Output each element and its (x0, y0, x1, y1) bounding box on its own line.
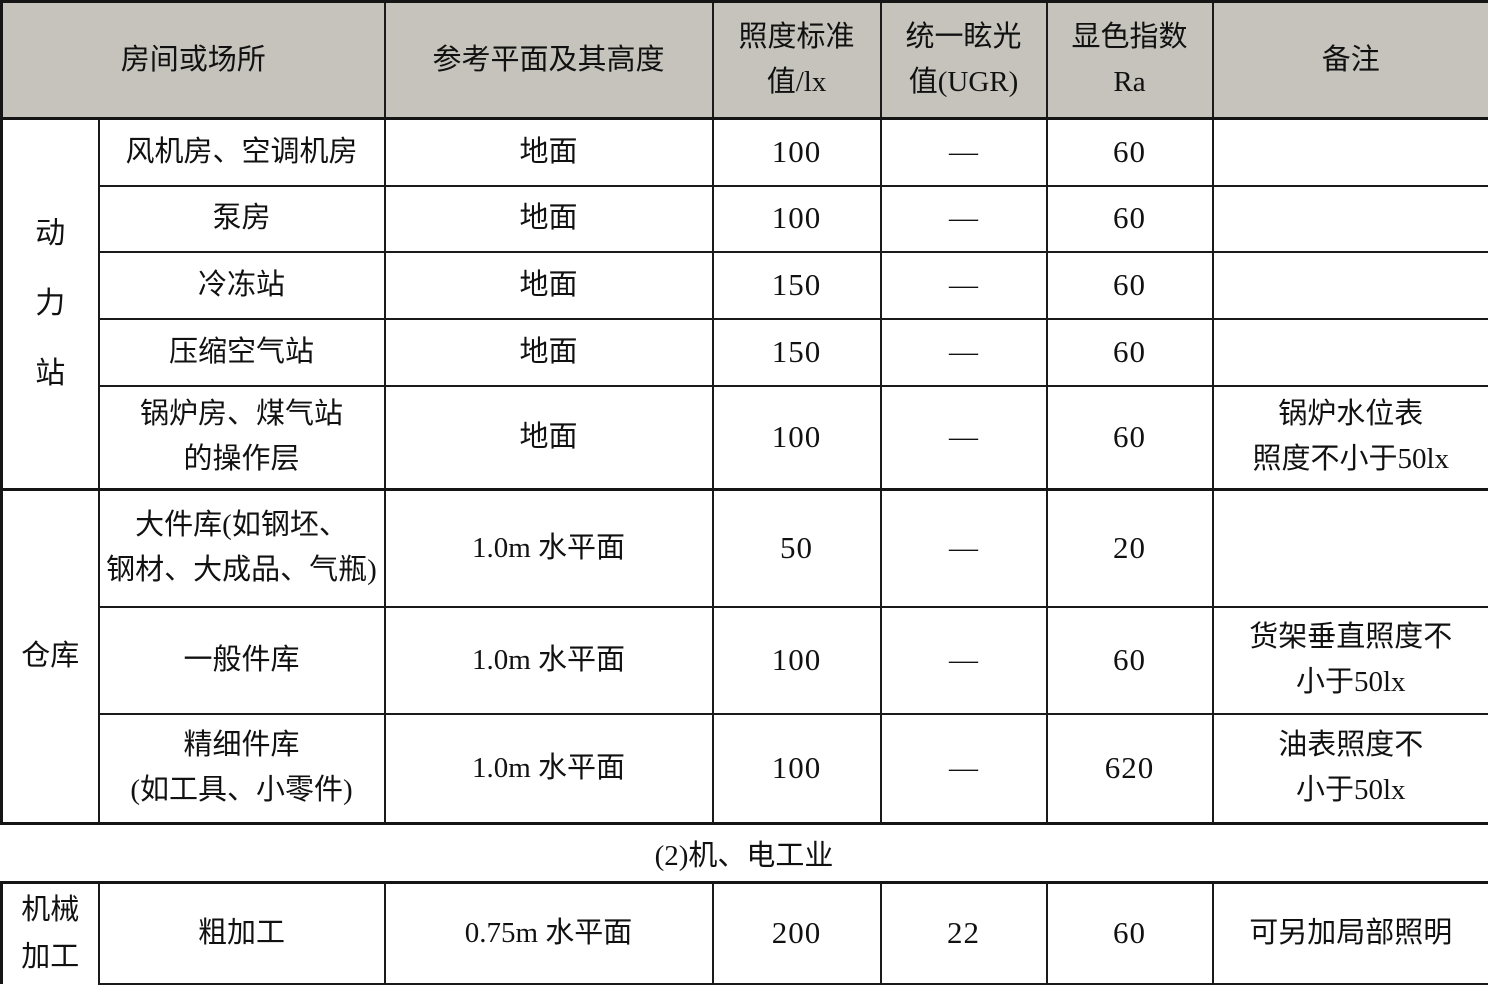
cell-room: 冷冻站 (97, 250, 386, 320)
cell-ugr: — (879, 250, 1048, 320)
cell-remark (1211, 250, 1488, 320)
cell-ugr: — (879, 184, 1048, 253)
cell-lx: 150 (711, 317, 882, 387)
cell-remark: 锅炉水位表 照度不小于50lx (1211, 384, 1488, 491)
group-label-power-station: 动 力 站 (0, 117, 100, 491)
cell-ugr: — (879, 712, 1048, 825)
cell-ra: 20 (1045, 488, 1214, 608)
header-plane: 参考平面及其高度 (383, 0, 714, 120)
table-row: 泵房 地面 100 — 60 (2, 184, 1488, 253)
cell-ra: 60 (1045, 117, 1214, 187)
cell-plane: 地面 (383, 184, 714, 253)
cell-lx: 100 (711, 384, 882, 491)
cell-lx: 100 (711, 605, 882, 715)
cell-plane: 1.0m 水平面 (383, 712, 714, 825)
cell-plane: 1.0m 水平面 (383, 488, 714, 608)
cell-remark (1211, 184, 1488, 253)
group-label-machining: 机械 加工 (0, 881, 100, 984)
cell-ugr: — (879, 117, 1048, 187)
cell-lx: 50 (711, 488, 882, 608)
table-row: 仓库 大件库(如钢坯、 钢材、大成品、气瓶) 1.0m 水平面 50 — 20 (0, 488, 1488, 825)
cell-ra: 60 (1045, 881, 1214, 985)
cell-remark: 可另加局部照明 (1211, 881, 1488, 985)
table-row: 冷冻站 地面 150 — 60 (2, 250, 1488, 320)
lighting-standards-table: 房间或场所 参考平面及其高度 照度标准 值/lx 统一眩光 值(UGR) 显色指… (0, 0, 1488, 825)
cell-room: 锅炉房、煤气站 的操作层 (97, 384, 386, 491)
cell-ugr: 22 (879, 881, 1048, 985)
cell-plane: 地面 (383, 317, 714, 387)
cell-plane: 地面 (383, 250, 714, 320)
cell-room: 精细件库 (如工具、小零件) (97, 712, 386, 825)
table-header-row: 房间或场所 参考平面及其高度 照度标准 值/lx 统一眩光 值(UGR) 显色指… (0, 0, 1488, 120)
cell-ugr: — (879, 488, 1048, 608)
section-divider-title: (2)机、电工业 (0, 825, 1488, 881)
cell-plane: 地面 (383, 384, 714, 491)
cell-plane: 0.75m 水平面 (383, 881, 714, 985)
cell-room: 泵房 (97, 184, 386, 253)
cell-remark: 货架垂直照度不 小于50lx (1211, 605, 1488, 715)
cell-ra: 60 (1045, 605, 1214, 715)
cell-remark (1211, 317, 1488, 387)
cell-ra: 60 (1045, 317, 1214, 387)
cell-remark (1211, 117, 1488, 187)
cell-room: 一般件库 (97, 605, 386, 715)
cell-ra: 620 (1045, 712, 1214, 825)
cell-lx: 200 (711, 881, 882, 985)
table-row: 精细件库 (如工具、小零件) 1.0m 水平面 100 — 620 油表照度不 … (2, 712, 1488, 825)
cell-lx: 100 (711, 184, 882, 253)
machining-table: 机械 加工 粗加工 0.75m 水平面 200 22 60 可另加局部照明 (0, 881, 1488, 985)
cell-room: 大件库(如钢坯、 钢材、大成品、气瓶) (97, 488, 386, 608)
cell-remark: 油表照度不 小于50lx (1211, 712, 1488, 825)
cell-ugr: — (879, 317, 1048, 387)
header-room: 房间或场所 (0, 0, 386, 120)
table-row: 锅炉房、煤气站 的操作层 地面 100 — 60 锅炉水位表 照度不小于50lx (2, 384, 1488, 491)
table-row: 动 力 站 风机房、空调机房 地面 100 — 60 (0, 117, 1488, 491)
cell-ugr: — (879, 605, 1048, 715)
header-ra: 显色指数 Ra (1045, 0, 1214, 120)
cell-room: 粗加工 (97, 881, 386, 985)
cell-remark (1211, 488, 1488, 608)
cell-plane: 1.0m 水平面 (383, 605, 714, 715)
group-label-warehouse: 仓库 (0, 488, 100, 825)
cell-room: 压缩空气站 (97, 317, 386, 387)
cell-lx: 150 (711, 250, 882, 320)
table-row: 一般件库 1.0m 水平面 100 — 60 货架垂直照度不 小于50lx (2, 605, 1488, 715)
table-row: 机械 加工 粗加工 0.75m 水平面 200 22 60 可另加局部照明 (0, 881, 1488, 985)
header-illuminance: 照度标准 值/lx (711, 0, 882, 120)
cell-plane: 地面 (383, 117, 714, 187)
header-remark: 备注 (1211, 0, 1488, 120)
cell-ra: 60 (1045, 384, 1214, 491)
cell-ra: 60 (1045, 184, 1214, 253)
cell-lx: 100 (711, 117, 882, 187)
cell-ugr: — (879, 384, 1048, 491)
cell-ra: 60 (1045, 250, 1214, 320)
cell-room: 风机房、空调机房 (97, 117, 386, 187)
header-ugr: 统一眩光 值(UGR) (879, 0, 1048, 120)
table-row: 压缩空气站 地面 150 — 60 (2, 317, 1488, 387)
cell-lx: 100 (711, 712, 882, 825)
